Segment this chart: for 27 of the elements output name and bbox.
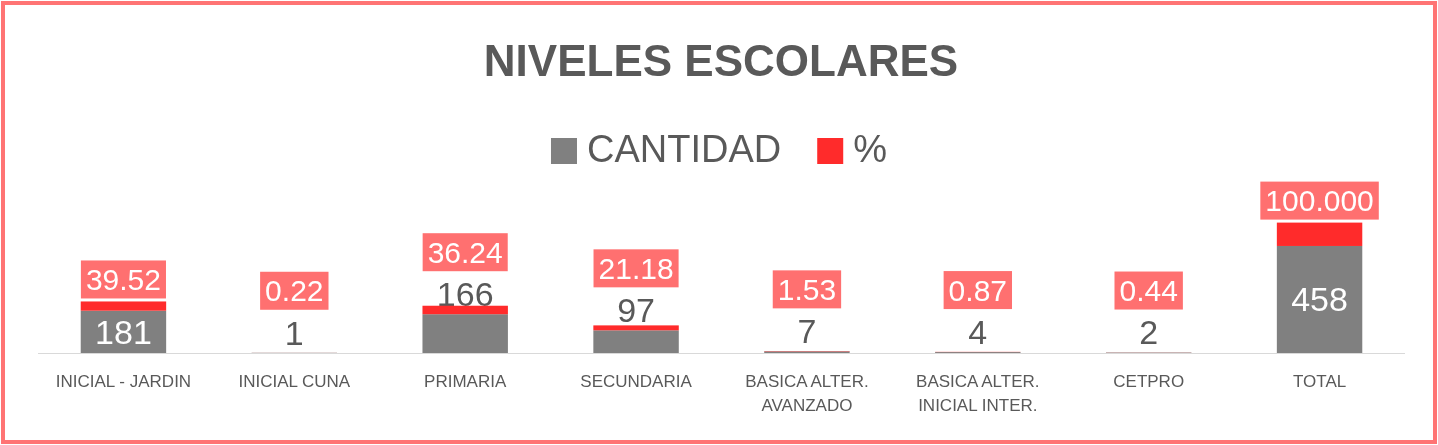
x-tick-label: BASICA ALTER. INICIAL INTER. <box>916 372 1040 415</box>
data-label: 166 <box>436 275 494 314</box>
x-tick-label: SECUNDARIA <box>580 372 693 392</box>
data-label: 0.87 <box>948 273 1008 307</box>
data-label: 100.000 <box>1265 184 1374 218</box>
x-tick-label: CETPRO <box>1113 372 1185 392</box>
legend-label: % <box>853 128 888 170</box>
data-label: 21.18 <box>598 251 674 285</box>
data-label: 0.22 <box>265 274 324 308</box>
x-tick-label: INICIAL - JARDIN <box>55 372 192 392</box>
x-tick-label: BASICA ALTER. AVANZADO <box>745 372 869 415</box>
x-tick-label: PRIMARIA <box>424 372 507 392</box>
data-label: 7 <box>797 312 817 351</box>
data-label: 1.53 <box>777 272 837 306</box>
data-label: 181 <box>95 312 152 351</box>
x-tick-label: INICIAL CUNA <box>238 372 351 392</box>
chart-title: NIVELES ESCOLARES <box>483 36 959 85</box>
x-tick-label: TOTAL <box>1292 372 1347 392</box>
data-label: 1 <box>284 313 304 352</box>
data-label: 97 <box>617 291 655 330</box>
legend-label: CANTIDAD <box>586 128 782 170</box>
data-label: 4 <box>968 312 988 351</box>
data-label: 0.44 <box>1119 274 1178 308</box>
data-label: 36.24 <box>427 235 503 269</box>
data-label: 458 <box>1291 280 1348 319</box>
data-label: 39.52 <box>85 262 161 296</box>
data-label: 2 <box>1139 313 1159 352</box>
